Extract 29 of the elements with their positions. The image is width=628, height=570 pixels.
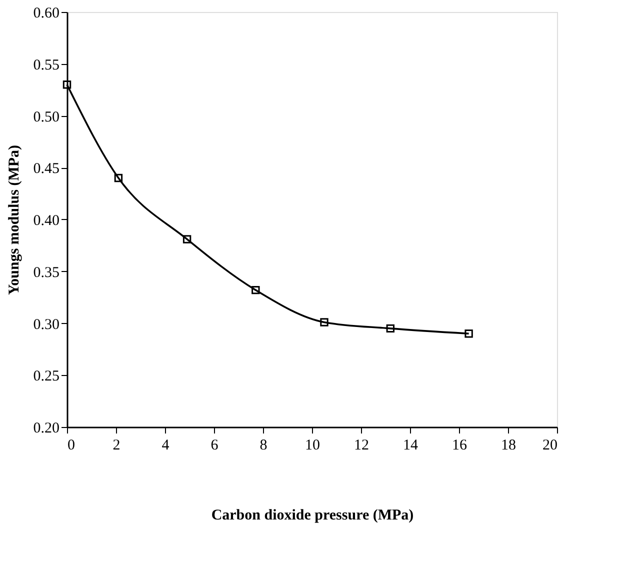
y-tick-label: 0.20 bbox=[33, 420, 60, 436]
point bbox=[62, 80, 72, 89]
x-tick-label: 16 bbox=[452, 438, 468, 454]
x-tick-label: 4 bbox=[162, 438, 170, 454]
x-tick-label: 14 bbox=[403, 438, 418, 454]
x-tick-label: 12 bbox=[354, 438, 369, 454]
y-tick-label: 0.60 bbox=[33, 6, 60, 22]
point bbox=[386, 324, 395, 333]
point bbox=[182, 235, 192, 244]
x-tick-label: 10 bbox=[305, 438, 320, 454]
x-tick-label: 18 bbox=[501, 438, 516, 454]
x-axis-title: Carbon dioxide pressure (MPa) bbox=[211, 508, 414, 524]
point bbox=[252, 286, 260, 294]
y-tick-label: 0.35 bbox=[33, 264, 60, 281]
y-axis-title: Youngs modulus (MPa) bbox=[6, 144, 22, 296]
y-tick-label: 0.30 bbox=[33, 316, 60, 333]
x-tick-label: 2 bbox=[112, 438, 120, 454]
x-tick-label: 20 bbox=[542, 438, 558, 454]
y-tick-label: 0.55 bbox=[33, 57, 60, 74]
point bbox=[320, 318, 328, 326]
y-tick-label: 0.40 bbox=[33, 213, 60, 229]
point bbox=[464, 330, 473, 338]
point bbox=[114, 174, 123, 182]
x-tick-label: 8 bbox=[260, 438, 268, 454]
x-tick-label: 0 bbox=[68, 438, 75, 454]
y-tick-label: 0.25 bbox=[33, 368, 60, 385]
y-tick-label: 0.45 bbox=[33, 161, 60, 178]
y-tick-label: 0.50 bbox=[33, 109, 60, 126]
x-tick-label: 6 bbox=[210, 438, 219, 454]
